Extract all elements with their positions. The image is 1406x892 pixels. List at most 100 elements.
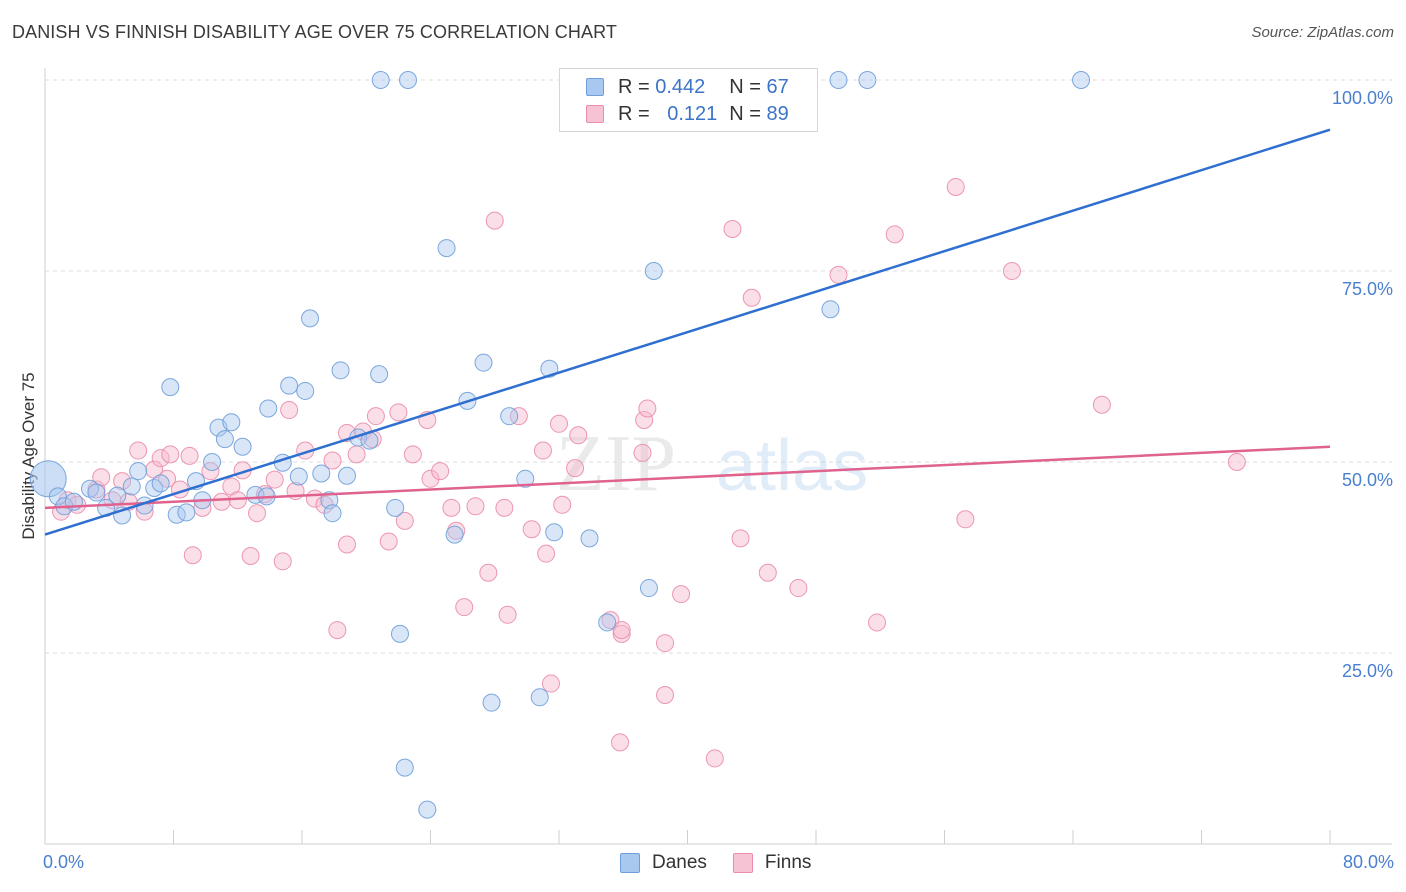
- finn-point[interactable]: [656, 686, 675, 705]
- finn-point[interactable]: [731, 529, 750, 548]
- dane-point[interactable]: [337, 466, 356, 485]
- dane-point[interactable]: [1072, 71, 1091, 89]
- dane-point[interactable]: [437, 239, 456, 258]
- dane-point[interactable]: [474, 353, 493, 372]
- dane-point[interactable]: [598, 613, 617, 632]
- finn-point[interactable]: [161, 445, 180, 464]
- dane-point[interactable]: [639, 579, 658, 598]
- dane-point[interactable]: [399, 71, 418, 89]
- dane-point[interactable]: [87, 483, 106, 502]
- finn-point[interactable]: [1227, 453, 1246, 471]
- dane-point[interactable]: [312, 464, 331, 483]
- dane-point[interactable]: [259, 399, 278, 418]
- finn-point[interactable]: [758, 563, 777, 582]
- finn-point[interactable]: [180, 446, 199, 465]
- finn-point[interactable]: [431, 462, 450, 481]
- finn-point[interactable]: [742, 288, 761, 307]
- dane-point[interactable]: [233, 437, 252, 456]
- finn-point[interactable]: [280, 401, 299, 420]
- finn-point[interactable]: [601, 611, 620, 630]
- finn-point[interactable]: [946, 177, 965, 196]
- finn-point[interactable]: [442, 498, 461, 517]
- finn-point[interactable]: [868, 613, 887, 632]
- dane-point[interactable]: [301, 309, 320, 328]
- finn-point[interactable]: [421, 469, 440, 488]
- dane-point[interactable]: [580, 529, 599, 548]
- finn-point[interactable]: [553, 495, 572, 514]
- finn-point[interactable]: [1092, 395, 1111, 414]
- dane-point[interactable]: [161, 378, 180, 397]
- legend-item-finns[interactable]: Finns: [732, 852, 811, 874]
- dane-point[interactable]: [215, 430, 234, 449]
- finn-point[interactable]: [612, 621, 631, 640]
- dane-point[interactable]: [858, 71, 877, 89]
- finn-point[interactable]: [541, 674, 560, 693]
- finn-point[interactable]: [328, 621, 347, 640]
- finn-point[interactable]: [569, 426, 588, 445]
- finn-point[interactable]: [789, 579, 808, 598]
- finn-point[interactable]: [337, 535, 356, 554]
- dane-point[interactable]: [500, 407, 519, 426]
- finn-point[interactable]: [395, 511, 414, 530]
- dane-point[interactable]: [821, 300, 840, 319]
- dane-point[interactable]: [445, 525, 464, 544]
- dane-point[interactable]: [395, 758, 414, 777]
- finn-point[interactable]: [956, 510, 975, 529]
- dane-point[interactable]: [516, 469, 535, 488]
- finn-point[interactable]: [323, 451, 342, 470]
- finn-point[interactable]: [212, 492, 231, 511]
- dane-point[interactable]: [829, 71, 848, 89]
- finn-point[interactable]: [265, 470, 284, 489]
- finn-point[interactable]: [273, 552, 292, 571]
- finn-point[interactable]: [509, 407, 528, 426]
- legend-item-danes[interactable]: Danes: [620, 852, 707, 874]
- finn-point[interactable]: [495, 498, 514, 517]
- dane-point[interactable]: [370, 365, 389, 384]
- finn-point[interactable]: [566, 459, 585, 478]
- finn-point[interactable]: [183, 546, 202, 565]
- finn-point[interactable]: [537, 544, 556, 563]
- dane-point[interactable]: [390, 624, 409, 643]
- finn-point[interactable]: [347, 445, 366, 464]
- dane-point[interactable]: [129, 462, 148, 481]
- finn-point[interactable]: [550, 414, 568, 433]
- dane-point[interactable]: [371, 71, 390, 89]
- dane-point[interactable]: [386, 498, 405, 517]
- finn-point[interactable]: [633, 443, 652, 462]
- finn-point[interactable]: [366, 407, 385, 426]
- finn-point[interactable]: [466, 497, 485, 516]
- finn-point[interactable]: [201, 462, 220, 481]
- dane-point[interactable]: [222, 413, 241, 432]
- finn-point[interactable]: [485, 211, 504, 230]
- finn-point[interactable]: [672, 585, 691, 604]
- finn-point[interactable]: [885, 225, 904, 244]
- finn-point[interactable]: [248, 504, 267, 523]
- dane-point[interactable]: [108, 486, 127, 505]
- finn-point[interactable]: [1002, 262, 1021, 280]
- dane-point[interactable]: [177, 503, 196, 522]
- finn-point[interactable]: [705, 749, 724, 768]
- finn-point[interactable]: [612, 624, 631, 643]
- dane-point[interactable]: [323, 504, 342, 523]
- dane-point[interactable]: [545, 523, 564, 542]
- finn-point[interactable]: [829, 265, 848, 284]
- dane-point[interactable]: [280, 376, 299, 395]
- dane-point[interactable]: [145, 478, 164, 497]
- finn-point[interactable]: [158, 469, 177, 488]
- finn-point[interactable]: [498, 605, 517, 624]
- finn-point[interactable]: [241, 546, 260, 565]
- dane-point[interactable]: [530, 688, 549, 707]
- dane-point[interactable]: [296, 381, 315, 400]
- finn-point[interactable]: [638, 399, 657, 418]
- dane-point[interactable]: [644, 262, 663, 280]
- finn-point[interactable]: [656, 634, 675, 653]
- finn-point[interactable]: [129, 441, 148, 460]
- finn-point[interactable]: [723, 219, 742, 238]
- dane-point[interactable]: [203, 453, 222, 471]
- finn-point[interactable]: [533, 441, 552, 460]
- dane-point[interactable]: [48, 487, 67, 506]
- dane-point[interactable]: [151, 474, 170, 493]
- dane-point[interactable]: [289, 467, 308, 486]
- finn-point[interactable]: [151, 449, 170, 468]
- finn-point[interactable]: [611, 733, 630, 752]
